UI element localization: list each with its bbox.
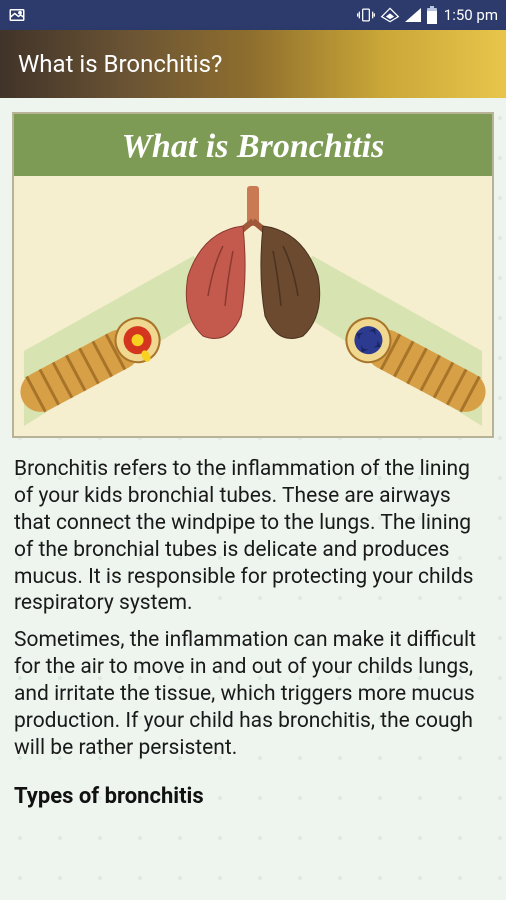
wifi-icon <box>380 6 400 24</box>
bronchial-tube-left-icon <box>14 306 174 426</box>
article-paragraph-2: Sometimes, the inflammation can make it … <box>14 627 492 761</box>
section-heading-types: Types of bronchitis <box>14 784 492 809</box>
page-title: What is Bronchitis? <box>18 50 222 78</box>
article-paragraph-1: Bronchitis refers to the inflammation of… <box>14 456 492 617</box>
hero-title: What is Bronchitis <box>14 128 492 166</box>
app-bar: What is Bronchitis? <box>0 30 506 98</box>
status-bar: 1:50 pm <box>0 0 506 30</box>
status-time: 1:50 pm <box>444 6 498 24</box>
signal-icon <box>404 7 422 23</box>
hero-card: What is Bronchitis <box>12 112 494 438</box>
hero-header: What is Bronchitis <box>14 114 492 176</box>
vibrate-icon <box>356 6 376 24</box>
lungs-icon <box>153 186 353 356</box>
content-scroll[interactable]: What is Bronchitis <box>0 98 506 900</box>
hero-illustration <box>14 176 492 436</box>
status-left <box>8 6 26 24</box>
bronchial-tube-right-icon <box>332 306 492 426</box>
status-right: 1:50 pm <box>356 6 498 24</box>
picture-icon <box>8 6 26 24</box>
battery-icon <box>426 6 438 24</box>
